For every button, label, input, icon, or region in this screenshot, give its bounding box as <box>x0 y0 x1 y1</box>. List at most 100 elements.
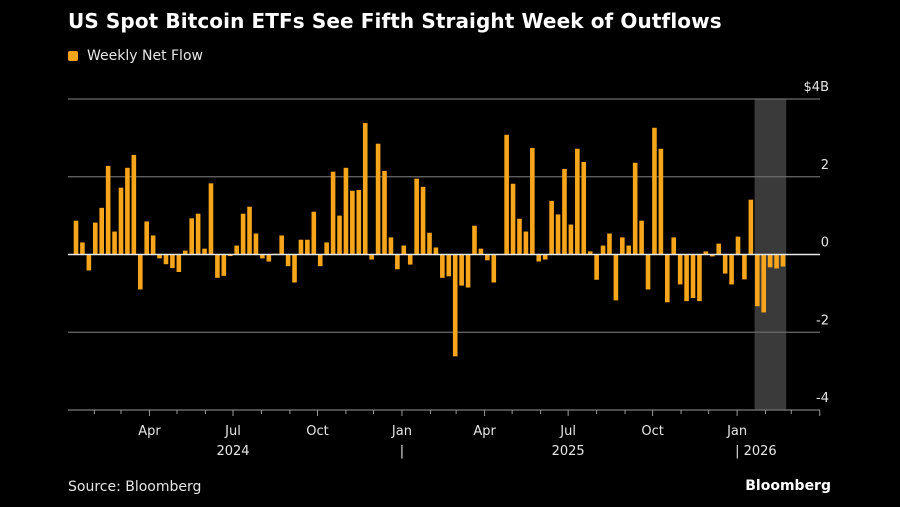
bar <box>446 254 452 277</box>
bar <box>665 254 670 303</box>
x-tick-label: Jan <box>391 424 412 439</box>
bar <box>767 254 773 268</box>
source-note: Source: Bloomberg <box>68 479 202 495</box>
bar <box>645 254 651 290</box>
bar <box>478 248 484 255</box>
bar <box>86 254 92 271</box>
bar <box>99 207 105 255</box>
bar <box>125 167 130 255</box>
bar <box>452 254 458 357</box>
y-tick-label: 2 <box>821 158 829 173</box>
bar <box>324 242 329 255</box>
bar <box>137 254 143 290</box>
bar <box>742 254 747 280</box>
bar <box>388 237 394 255</box>
bar <box>350 190 355 255</box>
bar <box>105 165 111 255</box>
bar <box>722 254 728 274</box>
bar <box>420 186 426 255</box>
bar <box>780 254 786 267</box>
bar <box>754 254 760 307</box>
year-label: | 2026 <box>735 444 777 459</box>
bar <box>658 148 664 255</box>
bar <box>594 254 599 280</box>
bar <box>697 254 702 302</box>
bar <box>337 215 342 255</box>
bar <box>202 248 207 255</box>
bar <box>247 206 252 255</box>
bar <box>652 127 657 255</box>
bar <box>253 233 259 255</box>
bar <box>382 170 387 255</box>
bar <box>118 187 124 255</box>
bar <box>459 254 464 286</box>
bar <box>170 254 175 269</box>
y-tick-label: 0 <box>821 236 829 251</box>
bloomberg-logo: Bloomberg <box>745 478 831 494</box>
bar <box>234 245 239 255</box>
x-tick-label: Apr <box>138 424 161 439</box>
bar <box>131 154 137 255</box>
bar <box>176 254 182 272</box>
y-tick-label: -4 <box>816 391 829 406</box>
y-axis-labels: $4B 2 0 -2 -4 <box>804 80 829 406</box>
bar <box>465 254 471 288</box>
bar <box>684 254 689 302</box>
bar <box>112 231 117 255</box>
bar <box>774 254 779 269</box>
bar <box>208 183 214 255</box>
bar <box>215 254 220 278</box>
bar <box>632 162 638 255</box>
legend-swatch-icon <box>68 51 78 61</box>
bar <box>144 221 149 255</box>
bar <box>369 254 374 260</box>
bar <box>530 147 535 255</box>
bar <box>549 200 554 255</box>
bar <box>227 254 233 257</box>
bar <box>748 199 754 255</box>
bar <box>761 254 767 313</box>
bar <box>92 222 98 255</box>
bar <box>375 143 381 255</box>
bar <box>150 235 156 255</box>
bar <box>189 218 194 255</box>
bar <box>330 171 336 255</box>
bar <box>620 237 625 255</box>
legend-label: Weekly Net Flow <box>87 48 203 64</box>
bar <box>690 254 696 299</box>
bar <box>716 243 722 255</box>
bar <box>581 161 587 255</box>
bar <box>427 232 432 255</box>
bar <box>555 214 561 255</box>
bar <box>671 237 677 255</box>
x-tick-label: Apr <box>473 424 496 439</box>
bar <box>510 183 516 255</box>
year-separator: | <box>400 444 404 459</box>
bar <box>356 189 362 255</box>
bar <box>311 211 317 255</box>
bar <box>182 250 188 255</box>
bar <box>600 245 606 255</box>
bar <box>163 254 169 265</box>
bar <box>260 254 265 259</box>
bar <box>710 254 715 257</box>
bar <box>677 254 683 285</box>
bar <box>362 123 368 255</box>
bar <box>401 245 407 255</box>
y-tick-label: -2 <box>816 313 829 328</box>
bar <box>735 236 741 255</box>
bar <box>542 254 548 260</box>
bar <box>195 213 201 255</box>
bar <box>440 254 445 278</box>
bar <box>221 254 227 276</box>
bar <box>517 218 522 255</box>
bar <box>703 251 709 255</box>
bar <box>317 254 323 267</box>
bar <box>343 167 349 255</box>
bar <box>729 254 734 285</box>
bar <box>433 247 439 255</box>
bar <box>266 254 272 262</box>
x-tick-label: Oct <box>641 424 663 439</box>
bar <box>613 254 619 301</box>
